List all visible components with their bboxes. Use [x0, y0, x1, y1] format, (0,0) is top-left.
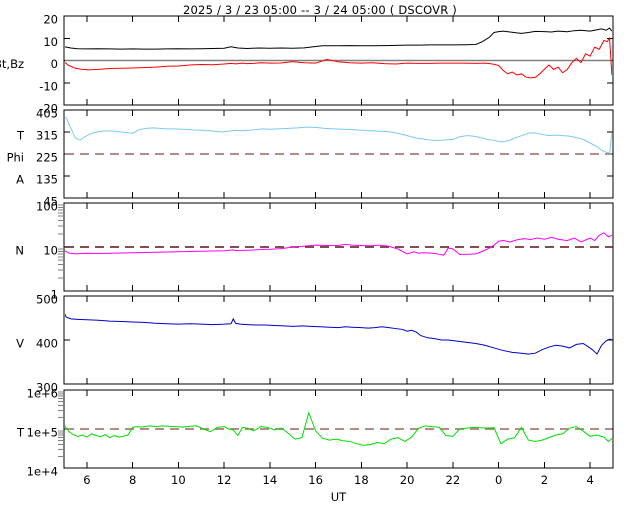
xaxis-tick-label: 16	[308, 473, 323, 487]
ytick-label: 225	[36, 151, 58, 165]
ytick-label: 400	[36, 337, 58, 351]
panel-label-a: A	[16, 173, 24, 187]
ytick-label: 10	[43, 244, 58, 258]
series-V	[65, 313, 612, 355]
ytick-label: 100	[36, 200, 58, 214]
xaxis-tick-label: 0	[495, 473, 502, 487]
ytick-label: -20	[39, 102, 58, 116]
xaxis-tick-label: 6	[83, 473, 90, 487]
xaxis-tick-label: 10	[171, 473, 186, 487]
xaxis-tick-label: 14	[263, 473, 278, 487]
ytick-label: 1e+5	[27, 426, 58, 440]
ytick-label: 20	[43, 13, 58, 27]
xaxis-tick-label: 8	[129, 473, 136, 487]
ytick-label: 315	[36, 129, 58, 143]
panel-label-t: T	[16, 129, 25, 143]
series-Phi	[65, 116, 612, 154]
xaxis-label: UT	[331, 490, 347, 504]
xaxis-tick-label: 22	[446, 473, 461, 487]
series-T	[65, 411, 612, 446]
xaxis-tick-label: 20	[400, 473, 415, 487]
panel-label-temperature: T	[16, 426, 25, 440]
panel-label-density: N	[15, 244, 24, 258]
series-N	[65, 232, 612, 256]
ytick-label: 0	[51, 57, 58, 71]
ytick-label: 10	[43, 35, 58, 49]
ytick-label: 500	[36, 293, 58, 307]
xaxis-tick-label: 2	[541, 473, 548, 487]
ytick-label: -10	[39, 79, 58, 93]
panel-frame-V	[63, 295, 614, 385]
panel-label-velocity: V	[16, 337, 24, 351]
ytick-label: 45	[43, 195, 58, 209]
ytick-label: 1	[51, 288, 58, 302]
ytick-label: 1e+6	[27, 387, 58, 401]
panel-label-magnetic-field: Bt,Bz	[0, 57, 24, 71]
series-Bt	[65, 27, 612, 50]
series-Bz	[65, 36, 612, 79]
ytick-label: 405	[36, 107, 58, 121]
xaxis-tick-label: 18	[354, 473, 369, 487]
ytick-label: 135	[36, 173, 58, 187]
page-title: 2025 / 3 / 23 05:00 -- 3 / 24 05:00 ( DS…	[183, 3, 457, 17]
panel-label-phi: Phi	[7, 151, 24, 165]
ytick-label: 1e+4	[27, 465, 58, 479]
xaxis-tick-label: 4	[586, 473, 593, 487]
xaxis-tick-label: 12	[217, 473, 232, 487]
ytick-label: 300	[36, 381, 58, 395]
